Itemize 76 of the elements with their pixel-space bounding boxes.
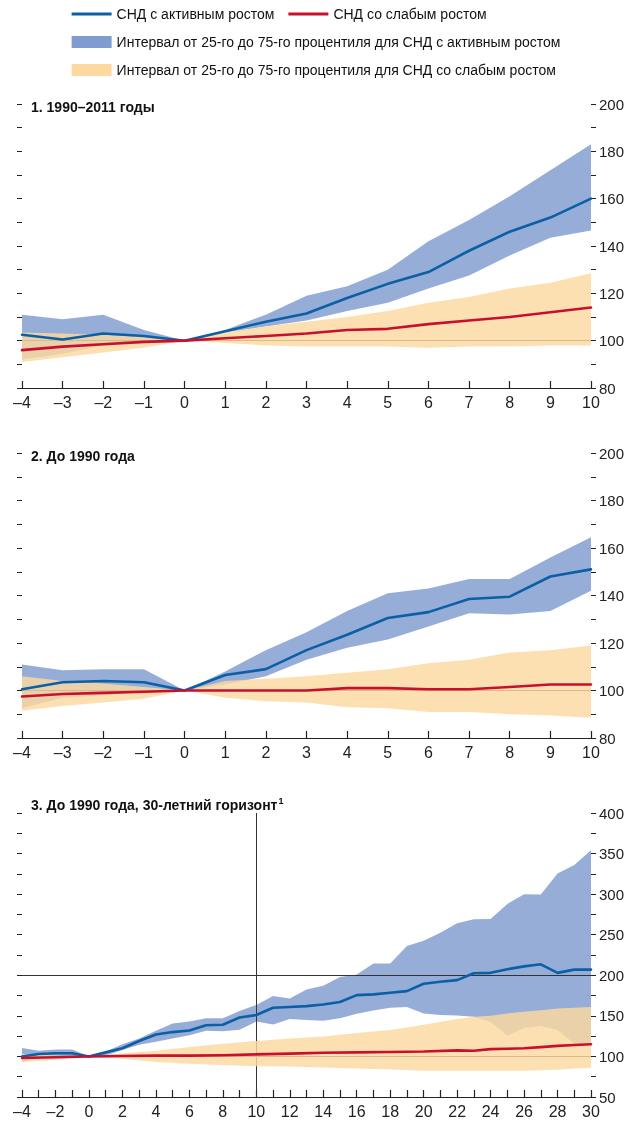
y-tick-label: 80	[599, 379, 616, 397]
y-tick-label: 200	[599, 966, 625, 984]
y-tick-label: 140	[599, 587, 625, 604]
x-tick-label: 14	[314, 1102, 333, 1120]
x-tick-label: 3	[302, 393, 312, 411]
x-tick-label: 10	[582, 393, 600, 411]
x-tick-label: –3	[53, 393, 72, 411]
legend-label: СНД с активным ростом	[116, 6, 275, 22]
x-tick-label: 0	[84, 1102, 94, 1120]
y-tick-label: 250	[599, 926, 625, 944]
y-tick-label: 400	[599, 804, 625, 822]
y-tick-label: 100	[599, 332, 625, 350]
y-tick-label: 300	[599, 885, 625, 903]
y-tick-label: 100	[599, 682, 625, 699]
x-tick-label: 6	[423, 393, 433, 411]
y-tick-label: 140	[599, 237, 625, 255]
x-tick-label: 0	[180, 743, 190, 761]
x-tick-label: –2	[94, 743, 113, 761]
x-tick-label: 8	[505, 393, 515, 411]
x-tick-label: 4	[151, 1102, 161, 1120]
x-tick-label: 2	[261, 393, 271, 411]
x-tick-label: 6	[423, 743, 433, 761]
legend-label: Интервал от 25-го до 75-го процентиля для СНД с активным ростом	[116, 34, 561, 50]
x-tick-label: 16	[347, 1102, 366, 1120]
y-tick-label: 160	[599, 539, 625, 557]
x-tick-label: 9	[545, 393, 555, 411]
y-tick-label: 180	[599, 492, 625, 509]
legend-label: Интервал от 25-го до 75-го процентиля для СНД со слабым ростом	[116, 62, 556, 78]
x-tick-label: 2	[117, 1102, 127, 1120]
x-tick-label: –4	[13, 743, 31, 761]
x-tick-label: –4	[13, 393, 31, 411]
x-tick-label: 28	[548, 1102, 567, 1120]
x-tick-label: 22	[448, 1102, 467, 1120]
y-tick-label: 50	[599, 1088, 616, 1106]
x-tick-label: –1	[135, 393, 153, 411]
x-tick-label: 10	[247, 1102, 266, 1120]
chart-title: 1. 1990–2011 годы	[31, 99, 155, 115]
x-tick-label: –3	[53, 743, 72, 761]
x-tick-label: 20	[414, 1102, 433, 1120]
chart-title: 2. До 1990 года	[31, 448, 136, 464]
x-tick-label: 6	[184, 1102, 194, 1120]
x-tick-label: 30	[582, 1102, 600, 1120]
x-tick-label: 24	[481, 1102, 500, 1120]
y-tick-label: 120	[599, 284, 625, 302]
y-tick-label: 180	[599, 142, 625, 160]
y-tick-label: 100	[599, 1047, 625, 1065]
x-tick-label: –1	[135, 743, 153, 761]
x-tick-label: 5	[383, 393, 393, 411]
x-tick-label: 12	[280, 1102, 299, 1120]
x-tick-label: 9	[545, 743, 555, 761]
y-tick-label: 200	[599, 95, 625, 113]
x-tick-label: 8	[505, 743, 515, 761]
x-tick-label: 8	[218, 1102, 228, 1120]
x-tick-label: 18	[381, 1102, 400, 1120]
x-tick-label: 1	[220, 393, 230, 411]
y-tick-label: 200	[599, 444, 625, 462]
x-tick-label: 3	[302, 743, 312, 761]
y-tick-label: 160	[599, 190, 625, 208]
x-tick-label: –4	[13, 1102, 31, 1120]
x-tick-label: 7	[464, 743, 474, 761]
y-tick-label: 80	[599, 729, 616, 747]
x-tick-label: 7	[464, 393, 474, 411]
x-tick-label: –2	[46, 1102, 65, 1120]
y-tick-label: 350	[599, 845, 625, 863]
legend-label: СНД со слабым ростом	[333, 6, 487, 22]
x-tick-label: 1	[220, 743, 230, 761]
y-tick-label: 150	[599, 1007, 625, 1025]
x-tick-label: 5	[383, 743, 393, 761]
x-tick-label: 0	[180, 393, 190, 411]
x-tick-label: 4	[342, 393, 352, 411]
x-tick-label: 4	[342, 743, 352, 761]
x-tick-label: 26	[515, 1102, 534, 1120]
x-tick-label: 2	[261, 743, 271, 761]
y-tick-label: 120	[599, 634, 625, 652]
x-tick-label: –2	[94, 393, 113, 411]
x-tick-label: 10	[582, 743, 600, 761]
